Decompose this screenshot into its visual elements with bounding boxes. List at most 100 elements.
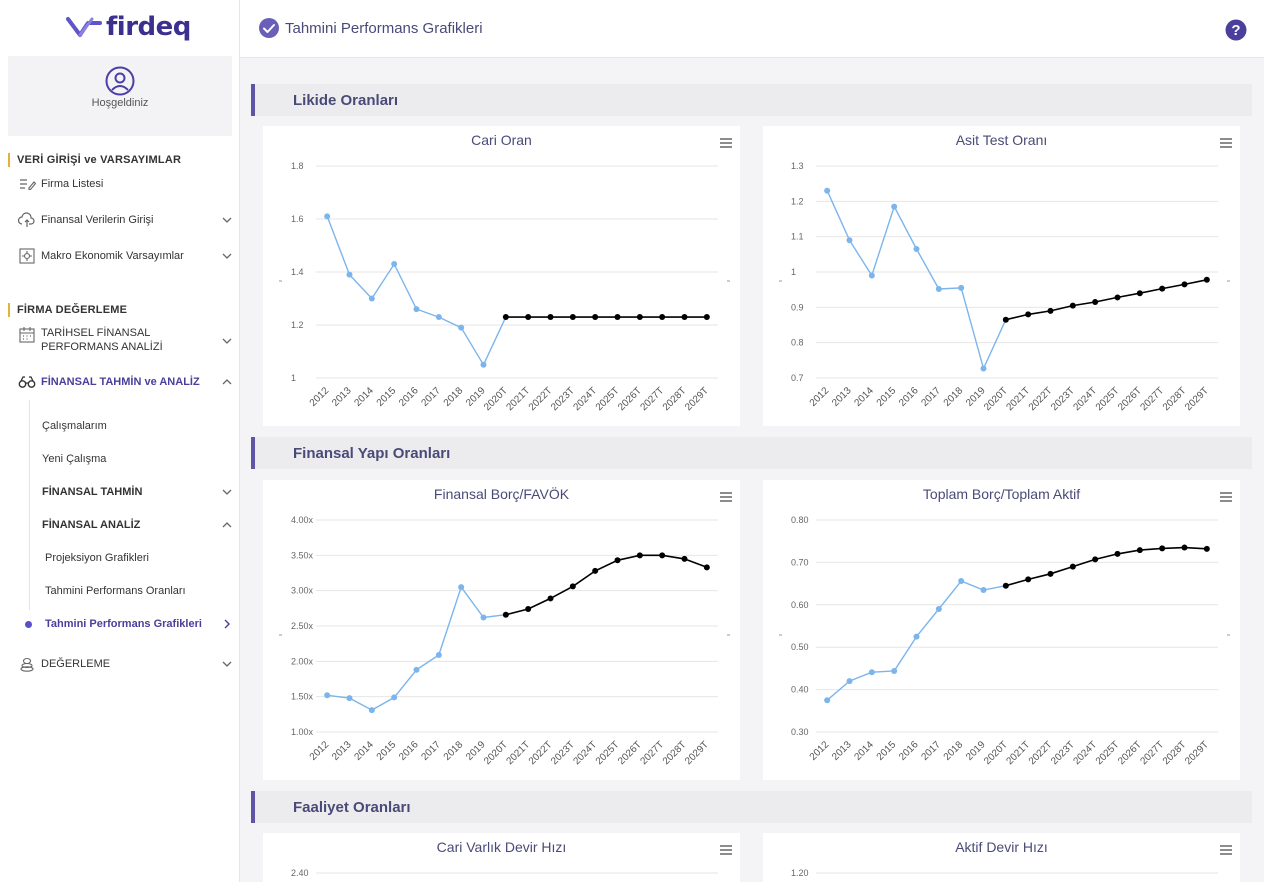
x-tick-label: 2027T <box>1138 385 1166 413</box>
x-tick-label: 2018 <box>942 385 966 409</box>
series-line-forecast <box>1005 546 1207 587</box>
y-tick-label: 1.20 <box>791 868 809 878</box>
page-title: Tahmini Performans Grafikleri <box>285 20 483 37</box>
data-point-forecast <box>614 314 621 321</box>
data-point-historical <box>480 614 487 621</box>
data-point-forecast <box>502 314 509 321</box>
sub-item-tahmini-performans-oranlari[interactable]: Tahmini Performans Oranları <box>45 585 186 597</box>
data-point-forecast <box>1025 311 1032 318</box>
hamburger-menu-icon[interactable] <box>1220 138 1232 148</box>
top-bar: Tahmini Performans Grafikleri ? <box>240 0 1264 58</box>
chevron-down-icon[interactable] <box>222 336 232 346</box>
chevron-up-icon[interactable] <box>222 377 232 387</box>
chevron-down-icon[interactable] <box>222 487 232 497</box>
data-point-historical <box>958 578 965 585</box>
x-tick-label: 2013 <box>830 385 854 409</box>
data-point-historical <box>868 272 875 279</box>
data-point-forecast <box>525 606 532 613</box>
x-tick-label: 2017 <box>419 739 443 763</box>
chevron-down-icon[interactable] <box>222 215 232 225</box>
x-tick-label: 2015 <box>875 385 899 409</box>
data-point-forecast <box>1203 276 1210 283</box>
section-likide-oranlari: Likide Oranları <box>251 84 1252 116</box>
sidebar-item-finansal-veriler[interactable]: Finansal Verilerin Girişi <box>18 211 232 229</box>
x-tick-label: 2014 <box>852 739 876 763</box>
hamburger-menu-icon[interactable] <box>1220 492 1232 502</box>
x-tick-label: 2027T <box>638 739 666 767</box>
sub-item-calismalarim[interactable]: Çalışmalarım <box>42 420 107 432</box>
sidebar-item-makro-ekonomik[interactable]: Makro Ekonomik Varsayımlar <box>18 247 232 265</box>
data-point-forecast <box>1002 582 1009 589</box>
section-title: Faaliyet Oranları <box>293 799 411 816</box>
hamburger-menu-icon[interactable] <box>720 492 732 502</box>
chart-svg: 1 1.2 1.4 1.6 1.8 201220132014201520162017201… <box>279 161 730 413</box>
hamburger-menu-icon[interactable] <box>720 845 732 855</box>
chart-title: Cari Oran <box>471 132 532 148</box>
coins-icon <box>20 657 34 672</box>
x-tick-label: 2029T <box>1183 385 1211 413</box>
data-point-forecast <box>681 555 688 562</box>
sub-item-projeksiyon-grafikleri[interactable]: Projeksiyon Grafikleri <box>45 552 149 564</box>
y-tick-label: 1 <box>291 373 296 383</box>
x-tick-label: 2024T <box>571 739 599 767</box>
data-point-historical <box>458 324 465 331</box>
data-point-historical <box>891 203 898 210</box>
firdeq-logo[interactable]: firdeq <box>66 12 191 42</box>
data-point-forecast <box>1092 556 1099 563</box>
y-tick-label: 0.8 <box>791 338 804 348</box>
sidebar-item-firma-listesi[interactable]: Firma Listesi <box>18 175 232 193</box>
chevron-up-icon[interactable] <box>222 520 232 530</box>
x-tick-label: 2021T <box>504 739 532 767</box>
x-tick-label: 2028T <box>661 385 689 413</box>
x-tick-label: 2016 <box>897 385 921 409</box>
sidebar-item-finansal-tahmin-analiz[interactable]: FİNANSAL TAHMİN ve ANALİZ <box>18 373 232 391</box>
logo-mark-icon <box>66 17 102 37</box>
sub-item-yeni-calisma[interactable]: Yeni Çalışma <box>42 453 107 465</box>
data-point-forecast <box>592 314 599 321</box>
x-tick-label: 2022T <box>1027 739 1055 767</box>
sidebar-item-degerleme[interactable]: DEĞERLEME <box>18 655 232 673</box>
chart-svg: 1.20 <box>791 868 1218 878</box>
sidebar-item-label: Makro Ekonomik Varsayımlar <box>41 250 184 262</box>
calendar-icon <box>19 327 35 343</box>
x-tick-label: 2027T <box>1138 739 1166 767</box>
y-tick-label: 1.8 <box>291 161 304 171</box>
sub-item-finansal-analiz[interactable]: FİNANSAL ANALİZ <box>42 519 141 531</box>
x-tick-label: 2028T <box>1161 385 1189 413</box>
series-line-historical <box>826 190 1007 371</box>
welcome-text: Hoşgeldiniz <box>91 97 149 109</box>
data-point-historical <box>368 707 375 714</box>
x-tick-label: 2022T <box>527 739 555 767</box>
section-firma-degerleme: FİRMA DEĞERLEME <box>8 303 241 317</box>
sub-item-tahmini-performans-grafikleri[interactable]: Tahmini Performans Grafikleri <box>45 618 202 630</box>
data-point-historical <box>980 586 987 593</box>
data-point-historical <box>391 261 398 268</box>
y-tick-label: 1.2 <box>791 196 804 206</box>
y-tick-label: 0.50 <box>791 642 809 652</box>
y-tick-label: 1.4 <box>291 267 304 277</box>
sub-item-finansal-tahmin[interactable]: FİNANSAL TAHMİN <box>42 486 143 498</box>
series-line-historical <box>826 580 1006 701</box>
sidebar-item-label: DEĞERLEME <box>41 658 111 670</box>
user-avatar-icon[interactable] <box>105 66 135 96</box>
hamburger-menu-icon[interactable] <box>1220 845 1232 855</box>
y-tick-label: 0.7 <box>791 373 804 383</box>
x-tick-label: 2025T <box>594 739 622 767</box>
x-tick-label: 2013 <box>330 739 354 763</box>
x-tick-label: 2023T <box>1049 385 1077 413</box>
y-tick-label: 1.2 <box>291 320 304 330</box>
submenu-line <box>29 400 30 610</box>
data-point-forecast <box>1181 544 1188 551</box>
x-tick-label: 2020T <box>482 385 510 413</box>
chevron-right-icon[interactable] <box>222 619 232 629</box>
sidebar-item-tarihsel[interactable]: TARİHSEL FİNANSAL PERFORMANS ANALİZİ <box>18 326 232 356</box>
chart-title: Aktif Devir Hızı <box>955 839 1048 855</box>
y-tick-label: 0.9 <box>791 302 804 312</box>
help-icon[interactable]: ? <box>1225 19 1247 41</box>
chevron-down-icon[interactable] <box>222 659 232 669</box>
x-tick-label: 2015 <box>875 739 899 763</box>
hamburger-menu-icon[interactable] <box>720 138 732 148</box>
x-tick-label: 2018 <box>942 739 966 763</box>
chevron-down-icon[interactable] <box>222 251 232 261</box>
x-tick-label: 2017 <box>919 385 943 409</box>
